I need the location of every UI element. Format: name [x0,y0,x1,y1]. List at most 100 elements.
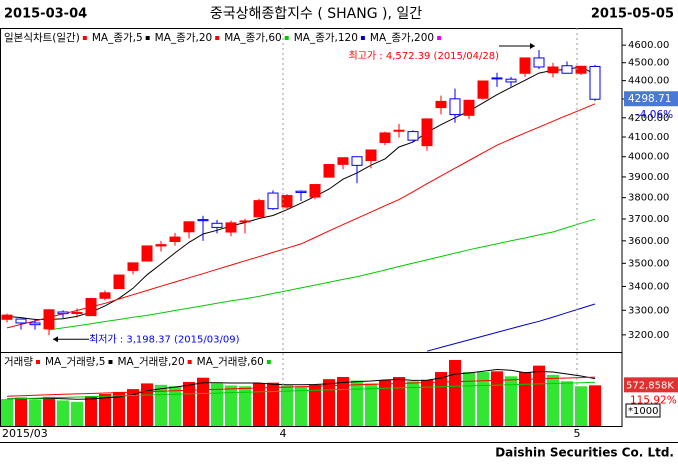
volume-bar [519,372,531,426]
candle-body [113,274,125,290]
volume-bar [127,389,139,426]
candle-body [421,118,433,147]
candle-body [239,220,251,223]
volume-bar [225,385,237,426]
volume-bar [337,377,349,426]
candle-body [561,65,573,74]
ma-line [6,103,596,329]
low-arrow-head [53,336,58,343]
legend-swatch [145,36,150,40]
volume-bar [379,379,391,426]
y-tick-label: 3200.00 [628,330,669,341]
volume-bar [309,384,321,426]
candle-body [99,292,111,299]
y-tick-label: 3300.00 [628,305,669,316]
candle-body [463,99,475,116]
y-tick-label: 3600.00 [628,236,669,247]
y-tick-label: 4500.00 [628,58,669,69]
candle-body [449,98,461,116]
volume-bar [547,374,559,426]
volume-bar [435,372,447,426]
candle-body [141,245,153,262]
volume-bar [211,383,223,426]
y-tick-label: 4000.00 [628,152,669,163]
volume-bar [43,396,55,426]
volume-ratio: 115.92% [630,394,677,406]
legend-swatch [360,36,365,40]
ma-line [6,66,596,320]
volume-panel [0,352,623,427]
candle-body [183,221,195,233]
legend-swatch [437,36,442,40]
header-left: 2015-03-04 [4,7,87,22]
candle-body [323,164,335,178]
volume-bar [183,381,195,426]
price-plot [1,49,601,352]
volume-bar [253,383,265,426]
candle-body [169,236,181,243]
volume-bar [267,382,279,426]
volume-bar [589,385,601,426]
candle-body [491,77,503,80]
candle-body [309,184,321,198]
ma-line [6,381,596,400]
volume-bar [449,359,461,426]
candle-body [197,219,209,222]
volume-bar [99,394,111,426]
volume-bar [407,381,419,426]
y-tick-label: 4600.00 [628,40,669,51]
candle-body [589,65,601,100]
footer: Daishin Securities Co. Ltd. [495,446,674,460]
legend-label: MA_종가,200 [370,32,434,44]
y-tick-label: 3700.00 [628,214,669,225]
volume-bar [491,371,503,426]
unit-label: *1000 [628,406,658,417]
volume-bar [295,386,307,426]
candle-body [393,129,405,132]
y-tick-label: 3900.00 [628,172,669,183]
legend-label: MA_종가,20 [155,32,213,44]
price-box [624,91,678,107]
candle-body [15,318,27,324]
candle-body [225,222,237,233]
volume-bar [29,399,41,426]
volume-bar [113,391,125,426]
price-label: 4298.71 [628,93,671,105]
annotation: 최고가 : 4,572.39 (2015/04/28) [349,50,500,62]
ma-line [426,303,596,352]
y-tick-label: 3800.00 [628,193,669,204]
candle-body [435,100,447,109]
y-tick-label: 4200.00 [628,113,669,124]
legend-label: MA_종가,120 [294,32,358,44]
candle-body [43,309,55,330]
volume-bar [1,399,13,426]
volume-bar [463,372,475,426]
candle-body [127,262,139,271]
volume-bar [505,376,517,426]
candle-body [57,311,69,315]
candle-body [253,200,265,218]
y-tick-label: 4100.00 [628,132,669,143]
legend-label: MA_종가,60 [224,32,282,44]
high-arrow-head [530,42,535,49]
volume-bar [561,381,573,426]
candle-body [547,66,559,74]
candle-body [155,244,167,247]
candle-body [1,314,13,320]
y-tick-label: 3500.00 [628,258,669,269]
annotation: 최저가 : 3,198.37 (2015/03/09) [89,333,240,345]
y-tick-label: 4400.00 [628,76,669,87]
candle-body [379,132,391,143]
legend-swatch [108,360,113,364]
volume-bar [15,397,27,426]
volume-bar [169,386,181,426]
volume-bar [85,396,97,426]
volume-bar [141,383,153,426]
volume-box [624,377,678,393]
chart-title: 중국상해종합지수 ( SHANG ), 일간 [210,6,422,22]
volume-bar [239,386,251,426]
legend-swatch [82,36,87,40]
candle-body [267,192,279,210]
